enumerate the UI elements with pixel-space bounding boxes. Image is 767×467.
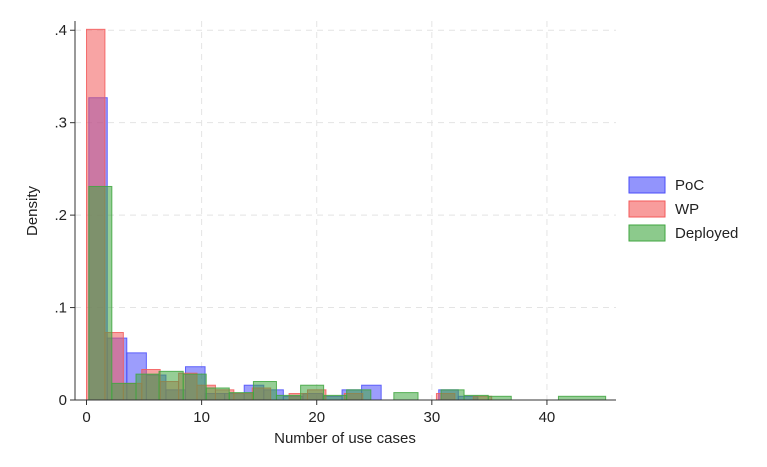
y-tick-label: .1	[54, 300, 67, 317]
y-tick-label: .4	[54, 22, 67, 39]
poc-legend-label: PoC	[675, 177, 704, 194]
y-tick-label: .3	[54, 115, 67, 132]
deployed-legend-swatch	[628, 224, 666, 242]
y-axis-ticks: 0 .1 .2 .3 .4	[54, 22, 75, 409]
x-axis-title: Number of use cases	[274, 430, 416, 447]
x-tick-label: 0	[82, 409, 90, 426]
deployed-bar	[205, 387, 230, 401]
y-tick-label: .2	[54, 207, 67, 224]
deployed-bar	[252, 381, 277, 401]
x-tick-label: 40	[539, 409, 556, 426]
deployed-bar	[300, 384, 325, 401]
wp-legend-label: WP	[675, 201, 699, 218]
deployed-bar	[487, 395, 512, 401]
deployed-bar	[228, 392, 254, 401]
x-tick-label: 10	[193, 409, 210, 426]
deployed-legend-label: Deployed	[675, 225, 738, 242]
deployed-bar	[346, 389, 372, 401]
legend: PoC WP Deployed	[628, 176, 738, 242]
wp-legend-swatch	[628, 200, 666, 218]
x-tick-label: 30	[423, 409, 440, 426]
x-tick-label: 20	[308, 409, 325, 426]
deployed-bar	[158, 370, 184, 401]
deployed-bar	[440, 389, 465, 401]
deployed-bar	[111, 382, 137, 401]
deployed-bar	[323, 394, 348, 401]
deployed-bar	[88, 185, 113, 401]
deployed-bar	[275, 394, 302, 401]
deployed-bar	[182, 373, 207, 401]
deployed-bar	[463, 394, 489, 401]
deployed-bar	[393, 392, 419, 401]
deployed-bar	[557, 395, 607, 401]
gridlines	[75, 21, 616, 400]
poc-legend-swatch	[628, 176, 666, 194]
y-axis-title: Density	[24, 185, 41, 236]
axes	[74, 21, 616, 401]
x-axis-ticks: 0 10 20 30 40	[82, 400, 555, 426]
y-tick-label: 0	[59, 392, 67, 409]
deployed-bar	[135, 373, 160, 401]
